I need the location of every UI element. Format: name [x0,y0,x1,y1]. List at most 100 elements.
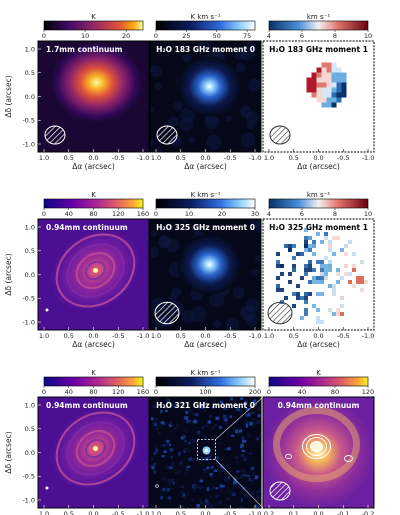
colorbar-unit: km s⁻¹ [307,13,330,21]
velocity-pixel [321,92,327,98]
noise-blob [181,219,188,223]
noise-pixel [152,422,156,427]
velocity-pixel [304,272,308,276]
velocity-pixel [316,308,320,312]
panel-title: H₂O 183 GHz moment 1 [269,45,368,54]
contour [344,455,353,462]
noise-pixel [204,424,209,427]
noise-pixel [241,443,244,448]
noise-blob [182,53,192,63]
panel-title: H₂O 183 GHz moment 0 [156,45,255,54]
velocity-pixel [332,284,336,288]
colorbar-tick-label: 10 [81,32,89,40]
velocity-pixel [311,77,317,83]
noise-pixel [201,426,205,430]
noise-pixel [251,411,254,414]
noise-pixel [186,465,191,468]
velocity-pixel [340,312,344,316]
noise-pixel [182,435,186,438]
noise-pixel [215,460,219,464]
panel-frame [262,218,375,331]
velocity-pixel [336,268,340,272]
noise-pixel [244,413,249,417]
velocity-pixel [276,260,280,264]
velocity-pixel [304,308,308,312]
noise-pixel [256,490,260,494]
velocity-pixel [332,236,336,240]
noise-pixel [256,437,259,441]
noise-pixel [202,503,205,507]
noise-pixel [181,506,184,508]
noise-blob [167,116,180,128]
noise-blob [233,286,245,299]
noise-pixel [169,421,173,424]
beam-ellipse [269,125,291,145]
velocity-pixel [332,292,336,296]
noise-pixel [236,460,239,464]
noise-pixel [254,504,257,508]
colorbar [268,20,369,31]
noise-pixel [230,434,235,437]
velocity-pixel [326,92,332,98]
noise-pixel [160,444,165,448]
velocity-pixel [341,77,347,83]
noise-pixel [193,489,196,493]
velocity-pixel [336,87,342,93]
disk-center [93,268,98,273]
noise-pixel [165,409,168,413]
velocity-pixel [320,276,324,280]
colorbar-tick-label: 0 [154,210,158,218]
colorbar-tick-label: 40 [65,210,73,218]
noise-pixel [241,436,244,440]
velocity-pixel [308,248,312,252]
x-tick-label: -0.5 [224,510,237,515]
y-tick-label: -1.0 [22,318,35,326]
contour [310,441,323,452]
colorbar-tick-label: 50 [213,32,221,40]
velocity-pixel [340,296,344,300]
noise-pixel [188,457,192,461]
x-tick-label: -0.5 [224,154,237,162]
y-tick-label: 1.0 [25,223,35,231]
noise-blob [181,310,195,324]
velocity-pixel [331,97,337,103]
velocity-pixel [306,77,312,83]
velocity-pixel [312,304,316,308]
velocity-pixel [326,67,332,73]
velocity-pixel [316,72,322,78]
noise-pixel [185,410,189,414]
noise-pixel [205,499,209,504]
noise-pixel [230,397,234,401]
velocity-pixel [320,292,324,296]
noise-pixel [227,505,232,508]
noise-pixel [203,401,207,404]
noise-pixel [151,466,155,470]
noise-blob [150,105,155,114]
image-content [50,42,143,123]
velocity-pixel [331,67,337,73]
noise-pixel [161,477,166,481]
noise-pixel [198,497,202,502]
zoom-ring [273,407,360,482]
velocity-pixel [316,232,320,236]
colorbar-unit: K km s⁻¹ [190,191,220,199]
velocity-pixel [324,236,328,240]
noise-pixel [256,420,261,425]
noise-blob [247,78,261,92]
noise-pixel [182,417,186,420]
noise-pixel [254,403,257,406]
noise-pixel [167,496,172,500]
noise-pixel [183,449,187,454]
velocity-pixel [344,264,348,268]
noise-pixel [206,487,210,492]
noise-blob [187,136,196,144]
panel-title: 0.94mm continuum [46,401,128,410]
velocity-pixel [304,312,308,316]
noise-blob [255,222,261,233]
noise-blob [191,224,201,234]
noise-pixel [209,473,214,476]
velocity-pixel [336,308,340,312]
noise-blob [154,147,163,152]
velocity-pixel [316,97,322,103]
noise-pixel [193,485,197,489]
